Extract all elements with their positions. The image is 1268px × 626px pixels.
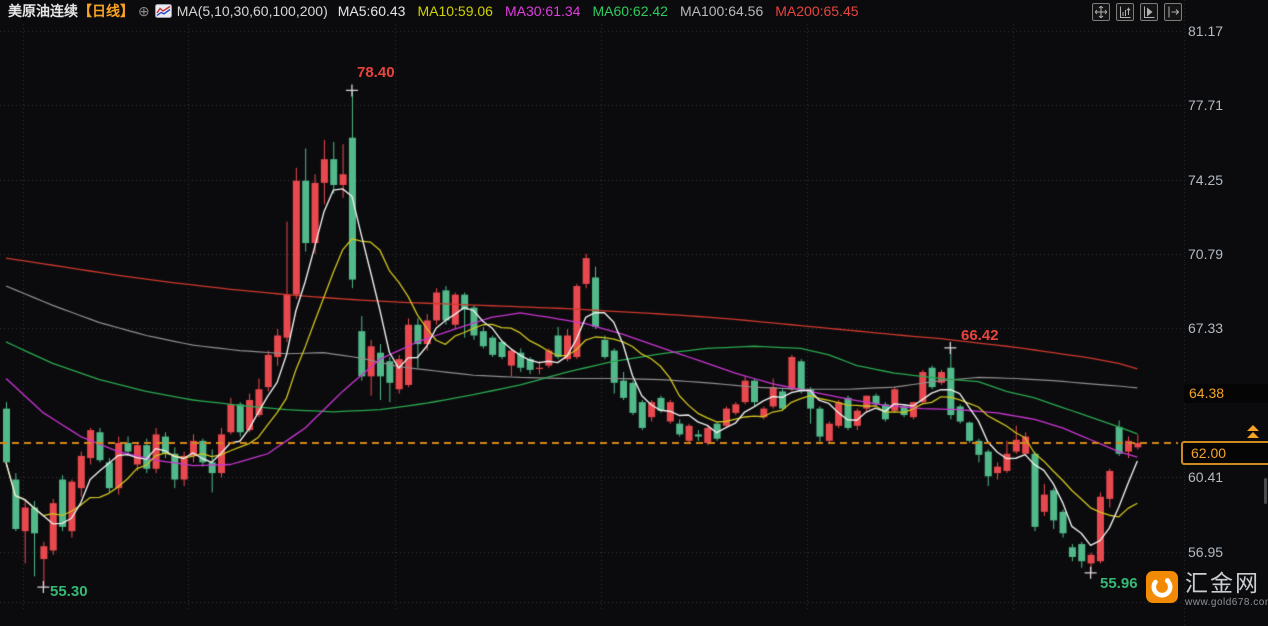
brand-name: 汇金网	[1185, 570, 1260, 596]
scrollbar-thumb[interactable]	[1264, 478, 1267, 504]
chart-toolbar	[1092, 3, 1182, 21]
price-up-arrow-icon	[1247, 425, 1259, 439]
axis-scale-up-icon[interactable]	[1116, 3, 1134, 21]
chart-header-bar: 美原油连续 【日线】 ⊕ MA(5,10,30,60,100,200) MA5:…	[0, 0, 1268, 22]
axis-tick: 81.17	[1188, 23, 1224, 39]
axis-tick: 67.33	[1188, 320, 1224, 336]
high-price-annotation: 78.40	[357, 64, 395, 81]
ma60-value: MA60:62.42	[592, 3, 668, 19]
axis-tick: 60.41	[1188, 469, 1224, 485]
axis-tick: 77.71	[1188, 97, 1224, 113]
axis-tick: 74.25	[1188, 172, 1224, 188]
swing-low-annotation: 55.96	[1100, 575, 1138, 592]
low-price-annotation: 55.30	[50, 583, 88, 600]
brand-site-url: www.gold678.com	[1185, 597, 1268, 608]
ma5-value: MA5:60.43	[337, 3, 406, 19]
period-label[interactable]: 【日线】	[78, 3, 134, 19]
axis-tick: 70.79	[1188, 246, 1224, 262]
swing-high-annotation: 66.42	[961, 327, 999, 344]
brand-watermark: 汇金网 www.gold678.com	[1146, 571, 1268, 608]
axis-tick: 56.95	[1188, 544, 1224, 560]
ma30-value: MA30:61.34	[504, 3, 581, 19]
pan-crosshair-icon[interactable]	[1092, 3, 1110, 21]
ma100-value: MA100:64.56	[679, 3, 764, 19]
symbol-name[interactable]: 美原油连续	[8, 3, 78, 19]
brand-logo-icon	[1146, 571, 1178, 603]
ma10-value: MA10:59.06	[417, 3, 493, 19]
last-price-badge: 62.00	[1181, 441, 1268, 465]
highlight-price-label: 64.38	[1184, 384, 1268, 403]
collapse-panel-icon[interactable]	[1164, 3, 1182, 21]
circle-plus-icon[interactable]: ⊕	[138, 3, 150, 19]
ma-indicator-label[interactable]: MA(5,10,30,60,100,200)	[176, 3, 328, 19]
indicator-mini-chart-icon[interactable]	[154, 4, 172, 18]
ma200-value: MA200:65.45	[775, 3, 859, 19]
axis-scale-play-icon[interactable]	[1140, 3, 1158, 21]
